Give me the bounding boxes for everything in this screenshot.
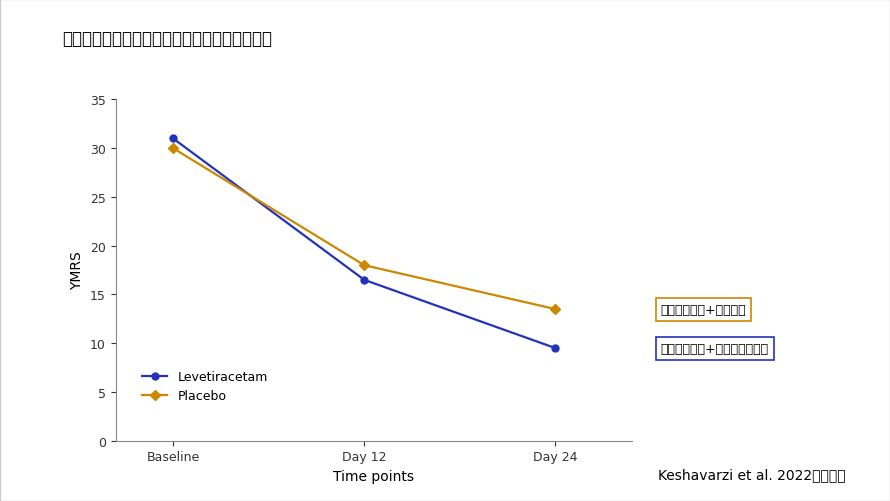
Text: 炭酸リチウム+レベチラセタム: 炭酸リチウム+レベチラセタム bbox=[660, 342, 769, 355]
Text: レベチラセタムの双極性障害踴病相の改善効果: レベチラセタムの双極性障害踴病相の改善効果 bbox=[62, 30, 272, 48]
Text: 炭酸リチウム+プラセボ: 炭酸リチウム+プラセボ bbox=[660, 303, 746, 316]
Text: Keshavarzi et al. 2022より引用: Keshavarzi et al. 2022より引用 bbox=[658, 467, 846, 481]
Y-axis label: YMRS: YMRS bbox=[70, 251, 85, 290]
Legend: Levetiracetam, Placebo: Levetiracetam, Placebo bbox=[137, 365, 273, 407]
X-axis label: Time points: Time points bbox=[333, 469, 415, 483]
